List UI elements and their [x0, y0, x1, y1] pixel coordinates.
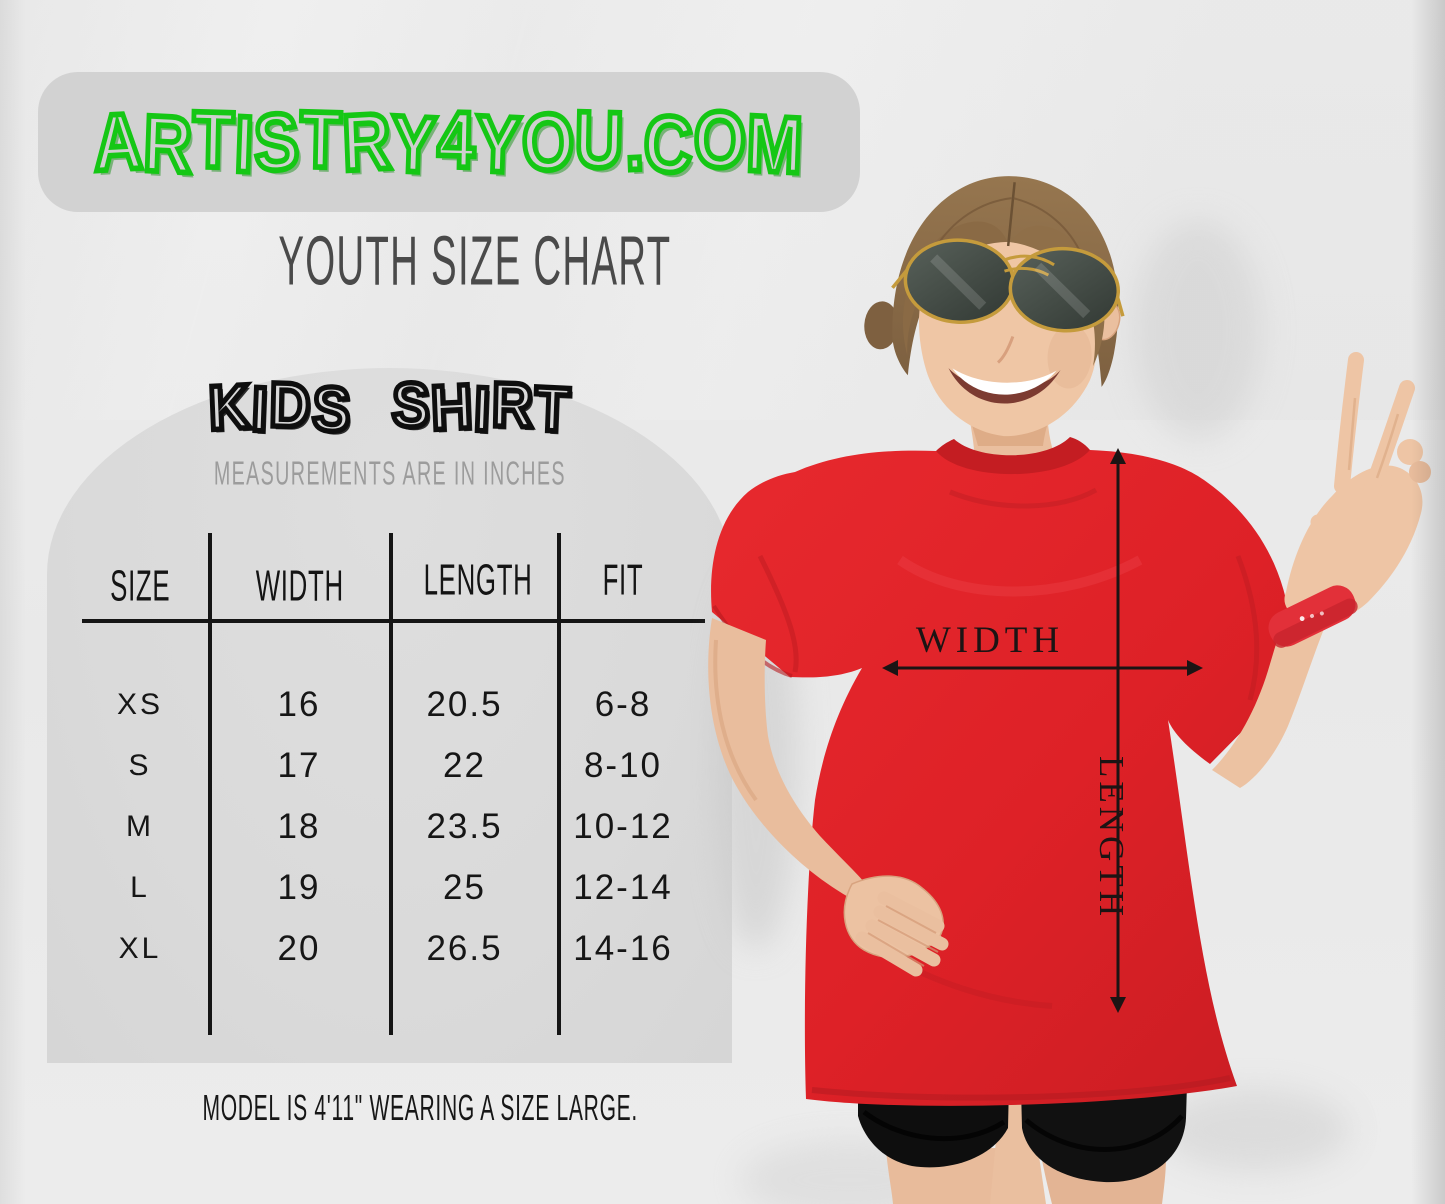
- table-header-rule: [82, 619, 705, 623]
- page-title: YOUTH SIZE CHART: [278, 222, 672, 301]
- aviator-sunglasses: [891, 238, 1125, 333]
- model-photo: WIDTH LENGTH: [708, 176, 1431, 1204]
- table-cell: 10-12: [573, 807, 673, 846]
- table-row: L: [130, 871, 150, 904]
- table-cell: 14-16: [573, 929, 673, 968]
- length-arrowhead-top: [1110, 448, 1126, 464]
- hip-hand-fingers: [855, 891, 949, 977]
- table-divider-3: [557, 533, 561, 1035]
- table-cell: 19: [277, 868, 321, 907]
- model-head: [864, 176, 1125, 437]
- column-header-size: SIZE: [109, 562, 171, 612]
- table-divider-2: [389, 533, 393, 1035]
- width-arrowhead-left: [882, 660, 898, 676]
- table-row: XS: [116, 688, 164, 721]
- width-arrowhead-right: [1187, 660, 1203, 676]
- length-label: LENGTH: [1092, 756, 1131, 920]
- table-cell: 23.5: [426, 807, 503, 846]
- arm-on-hip: [708, 618, 949, 977]
- smile: [948, 368, 1061, 404]
- length-arrowhead-bottom: [1110, 997, 1126, 1013]
- peace-sign-arm: [1212, 352, 1431, 788]
- table-cell: 22: [443, 746, 486, 785]
- hair-part-line: [1006, 182, 1016, 247]
- chart-subheading: MEASUREMENTS ARE IN INCHES: [213, 455, 567, 493]
- right-edge-shadow: [1411, 0, 1445, 1204]
- table-cell: 26.5: [426, 929, 503, 968]
- chart-heading: KIDS SHIRT: [204, 367, 575, 448]
- table-cell: 20: [277, 929, 321, 968]
- table-cell: 18: [277, 807, 321, 846]
- brand-banner: ARTISTRY4YOU.COM: [38, 72, 860, 212]
- column-header-length: LENGTH: [423, 556, 533, 606]
- left-edge-shadow: [0, 0, 26, 1204]
- table-cell: 6-8: [594, 685, 652, 724]
- red-wristband: [1268, 585, 1358, 648]
- table-divider-1: [208, 533, 212, 1035]
- table-row: XL: [118, 932, 162, 965]
- finger-creases: [867, 905, 939, 967]
- column-header-width: WIDTH: [255, 562, 344, 612]
- hair: [892, 176, 1119, 387]
- table-cell: 25: [443, 868, 486, 907]
- collar-band: [936, 437, 1090, 475]
- table-row: S: [128, 749, 152, 782]
- width-label: WIDTH: [916, 620, 1064, 661]
- measurement-arrows: [882, 448, 1203, 1013]
- table-cell: 16: [277, 685, 321, 724]
- thumb: [1310, 492, 1376, 530]
- table-cell: 20.5: [426, 685, 503, 724]
- table-cell: 17: [277, 746, 321, 785]
- red-tshirt: [711, 437, 1292, 1106]
- column-header-fit: FIT: [602, 556, 644, 606]
- table-cell: 12-14: [573, 868, 673, 907]
- nose-line: [996, 336, 1015, 364]
- hair-bun: [864, 301, 899, 350]
- table-cell: 8-10: [583, 746, 663, 785]
- table-row: M: [126, 810, 154, 843]
- model-footnote: MODEL IS 4'11" WEARING A SIZE LARGE.: [202, 1086, 638, 1129]
